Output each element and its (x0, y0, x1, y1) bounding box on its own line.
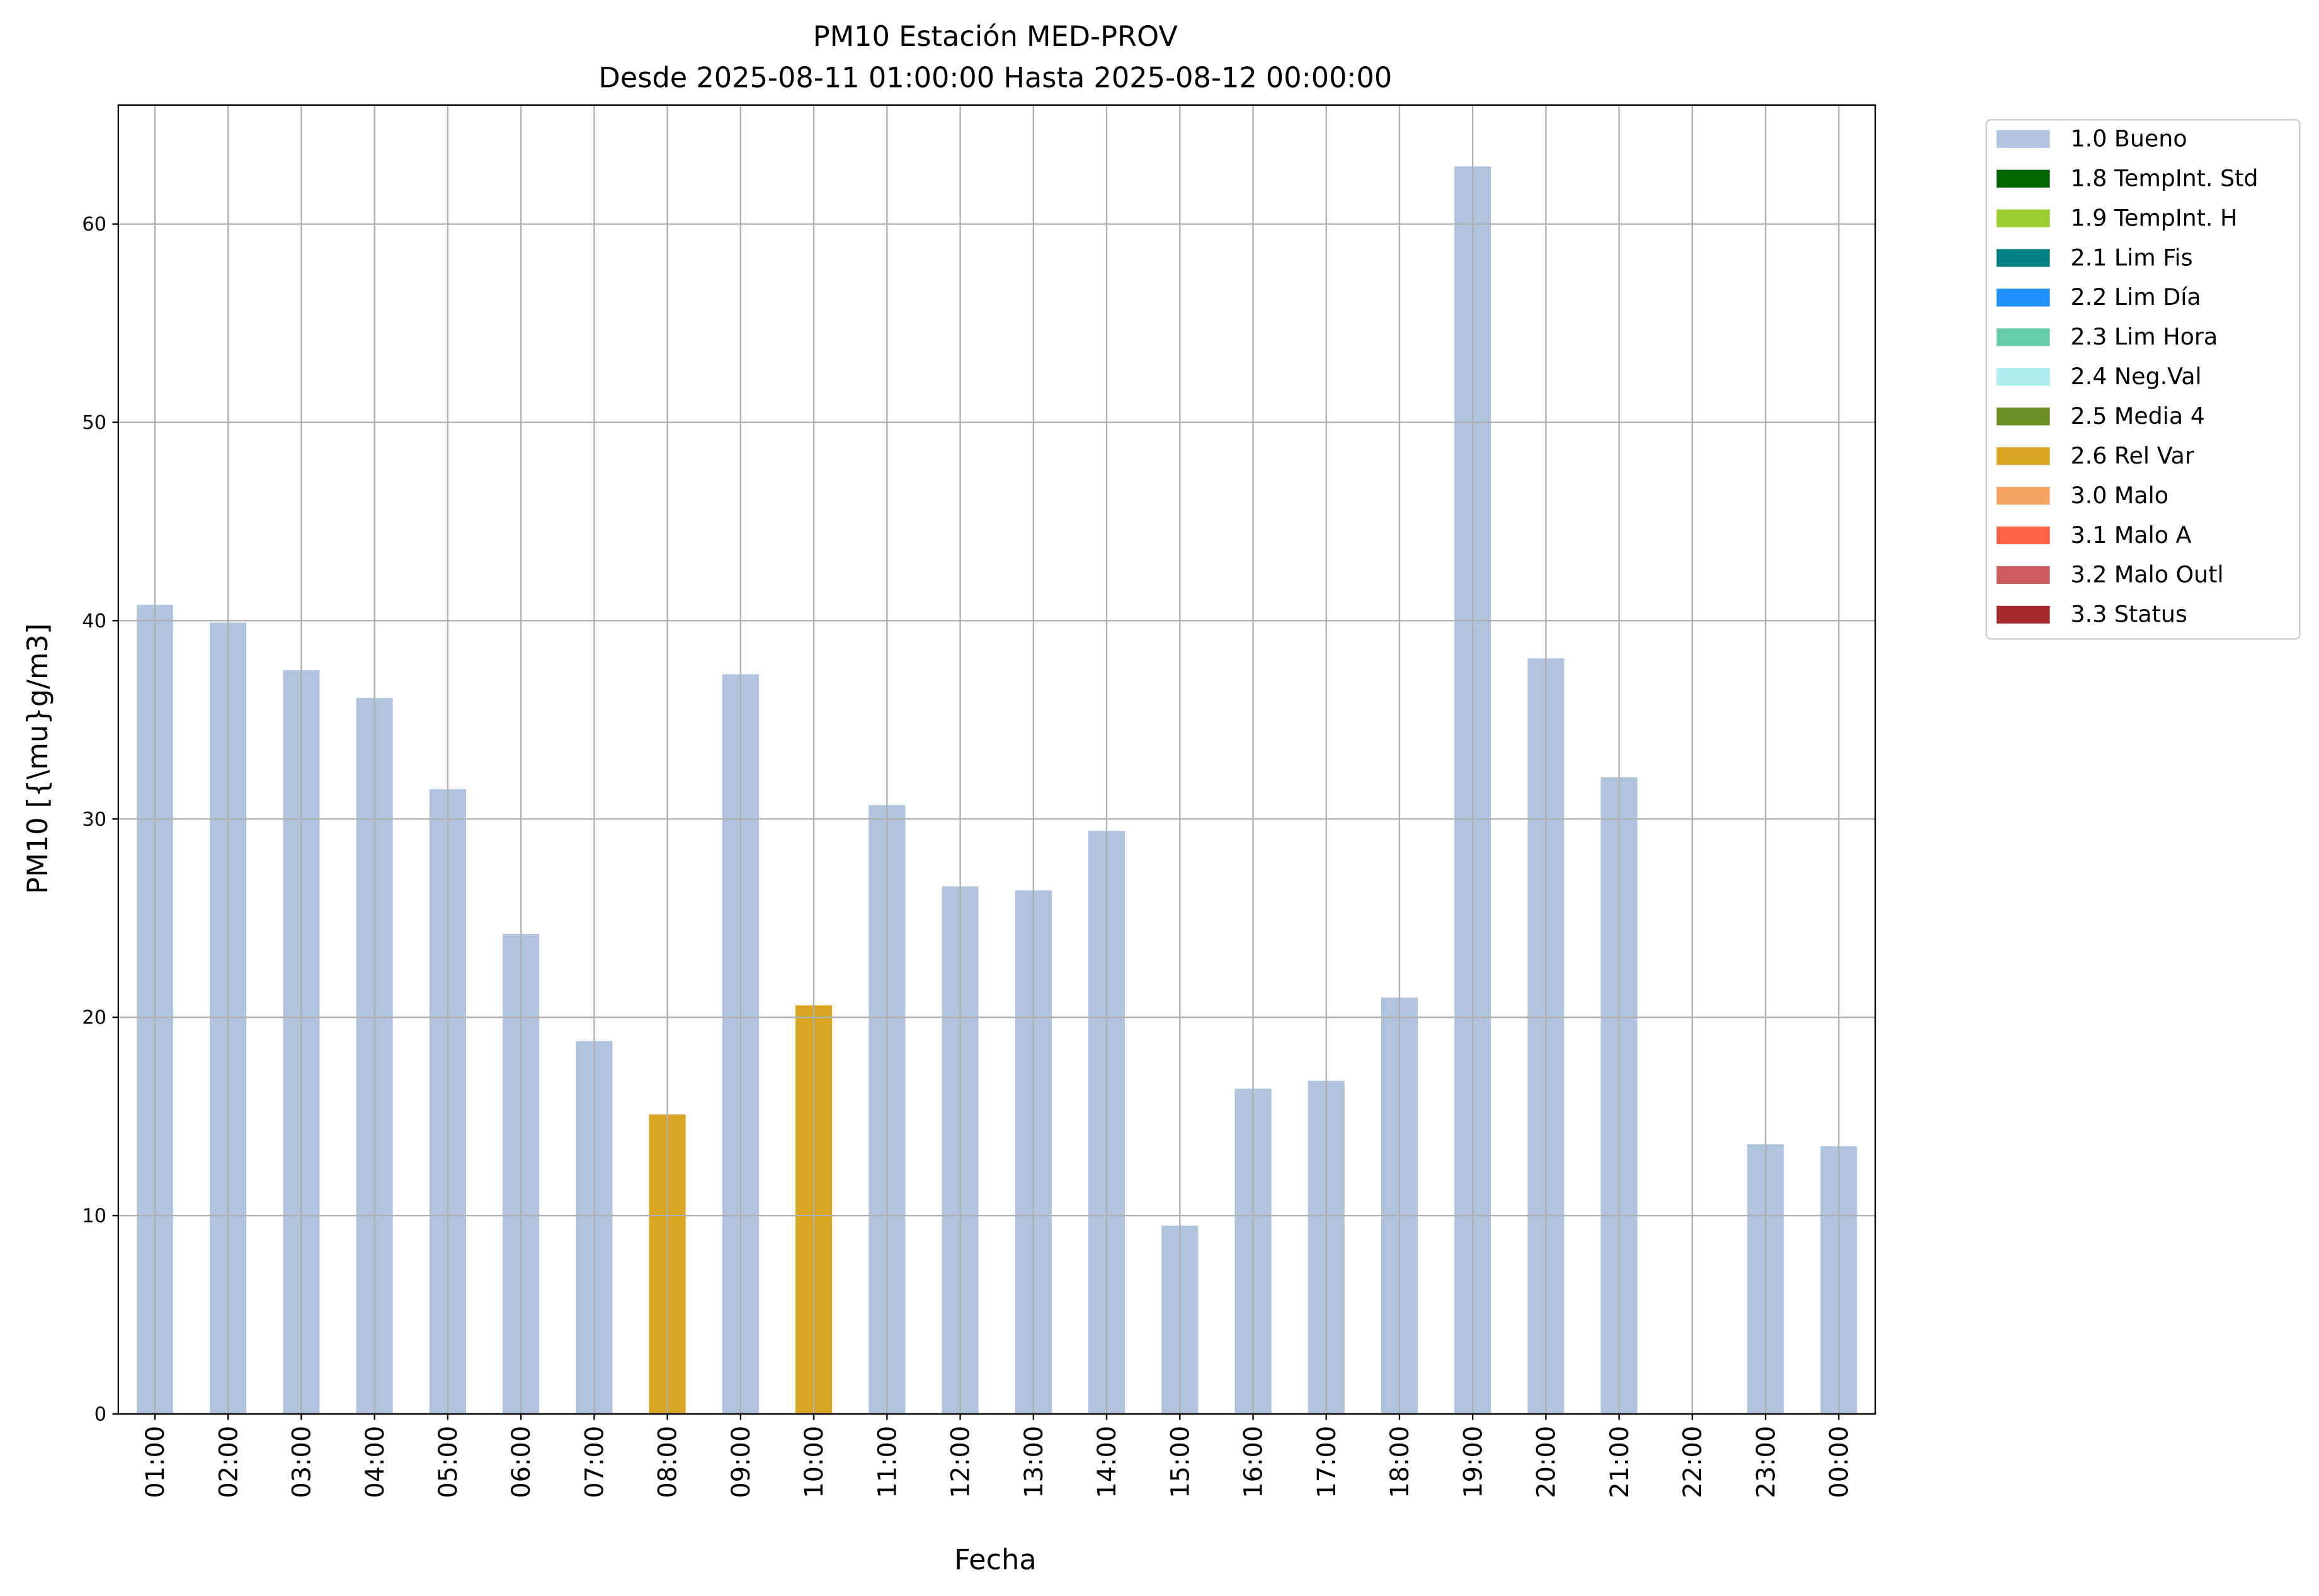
x-tick-label: 06:00 (507, 1426, 536, 1498)
y-tick-label: 20 (82, 1007, 106, 1029)
y-tick-label: 50 (82, 412, 106, 434)
legend-swatch (1997, 368, 2050, 386)
x-tick-label: 00:00 (1825, 1426, 1854, 1498)
x-tick-label: 16:00 (1239, 1426, 1268, 1498)
legend-swatch (1997, 447, 2050, 465)
legend-label: 2.3 Lim Hora (2071, 323, 2218, 350)
legend-label: 3.3 Status (2071, 601, 2187, 628)
x-tick-label: 13:00 (1020, 1426, 1049, 1498)
legend-label: 1.9 TempInt. H (2071, 204, 2238, 231)
x-tick-label: 21:00 (1605, 1426, 1634, 1498)
legend-box (1985, 119, 2301, 640)
legend-label: 2.5 Media 4 (2071, 402, 2205, 430)
legend-label: 2.4 Neg.Val (2071, 363, 2202, 390)
plot-frame (117, 104, 1876, 1415)
x-tick-label: 19:00 (1459, 1426, 1488, 1498)
x-tick-label: 10:00 (800, 1426, 829, 1498)
x-tick-label: 12:00 (947, 1426, 976, 1498)
x-tick-label: 15:00 (1166, 1426, 1195, 1498)
y-tick-label: 30 (82, 809, 106, 831)
x-tick-label: 03:00 (288, 1426, 317, 1498)
legend-label: 1.0 Bueno (2071, 125, 2187, 152)
legend-label: 3.1 Malo A (2071, 522, 2192, 549)
x-tick-label: 18:00 (1386, 1426, 1415, 1498)
legend-label: 2.6 Rel Var (2071, 442, 2194, 469)
legend-swatch (1997, 288, 2050, 307)
x-tick-label: 23:00 (1752, 1426, 1781, 1498)
x-tick-label: 02:00 (214, 1426, 243, 1498)
chart-subtitle: Desde 2025-08-11 01:00:00 Hasta 2025-08-… (598, 62, 1392, 94)
x-tick-label: 05:00 (434, 1426, 463, 1498)
legend-label: 3.2 Malo Outl (2071, 561, 2224, 588)
x-tick-label: 11:00 (873, 1426, 902, 1498)
x-tick-label: 20:00 (1532, 1426, 1561, 1498)
y-tick-label: 10 (82, 1206, 106, 1228)
x-tick-label: 07:00 (580, 1426, 609, 1498)
x-tick-label: 09:00 (727, 1426, 756, 1498)
legend-swatch (1997, 169, 2050, 188)
chart-title: PM10 Estación MED-PROV (813, 20, 1178, 53)
legend-label: 2.2 Lim Día (2071, 283, 2201, 311)
legend-swatch (1997, 487, 2050, 505)
legend-label: 1.8 TempInt. Std (2071, 164, 2259, 191)
x-tick-label: 14:00 (1093, 1426, 1122, 1498)
legend-label: 2.1 Lim Fis (2071, 244, 2193, 271)
legend-swatch (1997, 408, 2050, 426)
legend-swatch (1997, 209, 2050, 227)
y-axis-label: PM10 [{\mu}g/m3] (21, 624, 54, 894)
x-tick-label: 08:00 (654, 1426, 683, 1498)
legend-label: 3.0 Malo (2071, 482, 2168, 509)
legend-swatch (1997, 566, 2050, 584)
legend-swatch (1997, 130, 2050, 148)
y-tick-label: 0 (94, 1403, 106, 1425)
x-tick-label: 01:00 (141, 1426, 170, 1498)
legend-swatch (1997, 249, 2050, 267)
x-tick-label: 22:00 (1678, 1426, 1707, 1498)
x-tick-label: 17:00 (1313, 1426, 1342, 1498)
legend-swatch (1997, 605, 2050, 624)
y-tick-label: 40 (82, 610, 106, 632)
legend-swatch (1997, 328, 2050, 346)
legend-swatch (1997, 526, 2050, 545)
x-tick-label: 04:00 (361, 1426, 390, 1498)
x-axis-label: Fecha (954, 1543, 1037, 1576)
y-tick-label: 60 (82, 214, 106, 236)
